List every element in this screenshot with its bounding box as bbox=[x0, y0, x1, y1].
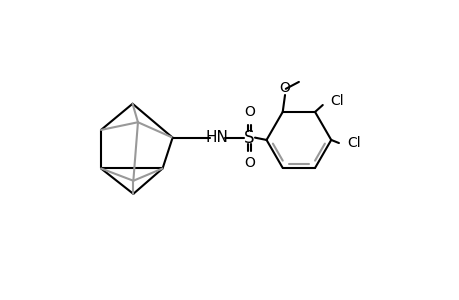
Text: S: S bbox=[244, 129, 254, 147]
Text: O: O bbox=[244, 105, 254, 119]
Text: O: O bbox=[279, 81, 290, 95]
Text: O: O bbox=[244, 156, 254, 170]
Text: HN: HN bbox=[205, 130, 228, 145]
Text: Cl: Cl bbox=[329, 94, 343, 108]
Text: Cl: Cl bbox=[347, 136, 360, 150]
